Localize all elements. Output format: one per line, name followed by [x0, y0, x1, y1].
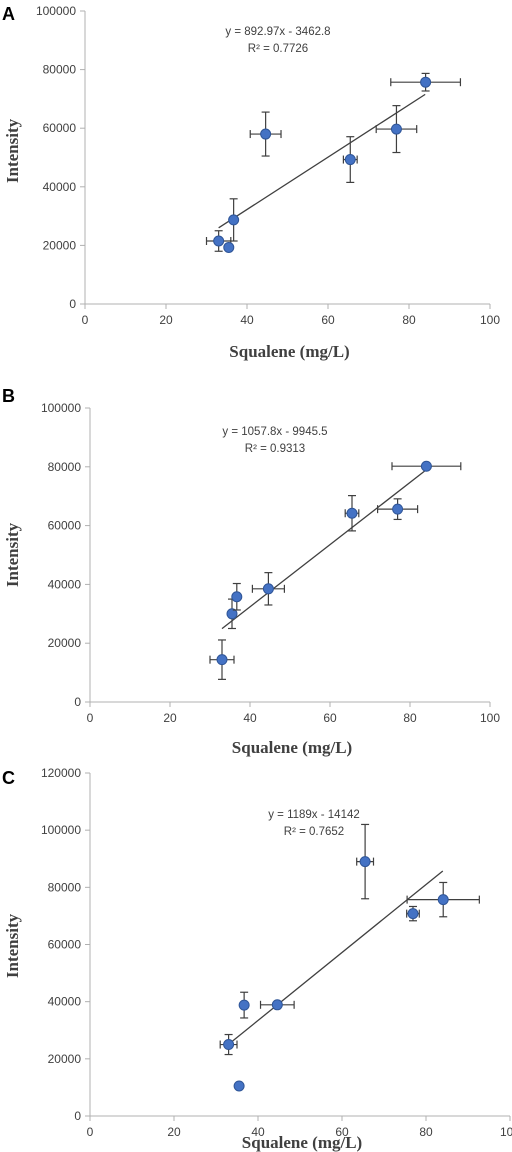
- data-point-7: [391, 460, 462, 472]
- x-axis-title: Squalene (mg/L): [229, 342, 349, 361]
- x-tick-label: 0: [87, 1125, 94, 1139]
- data-point-3: [231, 582, 243, 611]
- data-marker: [216, 654, 228, 666]
- x-tick-label: 0: [82, 313, 89, 327]
- trendline: [221, 469, 427, 630]
- trendline: [228, 870, 444, 1045]
- data-point-1: [209, 639, 235, 680]
- trendline: [218, 93, 426, 229]
- data-point-2: [223, 241, 235, 253]
- x-tick-label: 80: [403, 711, 417, 725]
- y-tick-label: 20000: [48, 636, 82, 650]
- panel-letter: B: [2, 386, 15, 406]
- data-marker: [359, 856, 371, 868]
- r-squared-label: R² = 0.7726: [248, 43, 308, 55]
- panel-letter: A: [2, 4, 15, 24]
- y-tick-label: 80000: [43, 63, 77, 77]
- y-axis-title: Intensity: [3, 913, 22, 978]
- x-tick-label: 80: [419, 1125, 433, 1139]
- y-tick-label: 40000: [48, 995, 82, 1009]
- data-point-3: [228, 198, 240, 242]
- trendline-equation: y = 1057.8x - 9945.5: [222, 426, 327, 438]
- data-marker: [420, 460, 432, 472]
- y-tick-label: 0: [69, 297, 76, 311]
- data-marker: [262, 583, 274, 595]
- data-point-6: [377, 498, 419, 521]
- x-tick-label: 60: [323, 711, 337, 725]
- data-marker: [346, 507, 358, 519]
- y-axis-title: Intensity: [3, 522, 22, 587]
- data-point-6: [375, 105, 418, 154]
- data-point-6: [406, 905, 420, 922]
- x-axis-title: Squalene (mg/L): [242, 1133, 362, 1152]
- chart-panel-c: 0 20 40 60 80 100 0 20000 40000 60000 80000 100000 1…: [2, 766, 512, 1152]
- y-tick-label: 80000: [48, 460, 82, 474]
- data-marker: [228, 214, 240, 226]
- data-marker: [226, 608, 238, 620]
- y-tick-label: 120000: [41, 766, 81, 780]
- x-axis-title: Squalene (mg/L): [232, 738, 352, 757]
- data-marker: [271, 999, 283, 1011]
- y-tick-label: 20000: [48, 1052, 82, 1066]
- y-tick-label: 60000: [43, 121, 77, 135]
- x-tick-label: 40: [243, 711, 257, 725]
- x-tick-label: 100: [480, 711, 500, 725]
- x-tick-label: 60: [321, 313, 335, 327]
- data-point-7: [406, 881, 480, 918]
- y-tick-label: 100000: [41, 823, 81, 837]
- data-point-5: [344, 495, 360, 532]
- data-marker: [390, 123, 402, 135]
- data-marker: [231, 591, 243, 603]
- data-marker: [420, 76, 432, 88]
- data-marker: [344, 154, 356, 166]
- x-tick-label: 40: [251, 1125, 265, 1139]
- panel-letter: C: [2, 768, 15, 788]
- data-marker: [213, 235, 225, 247]
- data-point-5: [342, 136, 358, 184]
- chart-panel-a: 0 20 40 60 80 100 0 20000 40000 60000 80000 100000 S…: [2, 4, 500, 361]
- x-tick-label: 100: [480, 313, 500, 327]
- trendline-equation: y = 1189x - 14142: [268, 809, 360, 821]
- r-squared-label: R² = 0.7652: [284, 826, 344, 838]
- y-axis-title: Intensity: [3, 118, 22, 183]
- x-tick-label: 60: [335, 1125, 349, 1139]
- y-tick-label: 60000: [48, 938, 82, 952]
- x-tick-label: 20: [163, 711, 177, 725]
- data-point-4: [259, 999, 295, 1011]
- x-tick-label: 20: [159, 313, 173, 327]
- data-marker: [233, 1080, 245, 1092]
- data-point-1: [219, 1033, 238, 1056]
- y-tick-label: 40000: [43, 180, 77, 194]
- data-point-4: [249, 111, 282, 157]
- data-marker: [223, 1039, 235, 1051]
- data-point-5: [356, 823, 375, 900]
- y-tick-label: 60000: [48, 519, 82, 533]
- y-tick-label: 80000: [48, 880, 82, 894]
- chart-panel-b: 0 20 40 60 80 100 0 20000 40000 60000 80000 100000 S…: [2, 386, 500, 757]
- y-tick-label: 100000: [36, 4, 76, 18]
- x-tick-label: 80: [402, 313, 416, 327]
- y-tick-label: 40000: [48, 577, 82, 591]
- data-marker: [407, 908, 419, 920]
- r-squared-label: R² = 0.9313: [245, 443, 305, 455]
- y-tick-label: 0: [74, 695, 81, 709]
- x-tick-label: 40: [240, 313, 254, 327]
- data-marker: [392, 503, 404, 515]
- data-marker: [260, 128, 272, 140]
- x-tick-label: 0: [87, 711, 94, 725]
- data-point-2: [233, 1080, 245, 1092]
- y-tick-label: 20000: [43, 238, 77, 252]
- data-marker: [223, 241, 235, 253]
- data-point-4: [251, 572, 285, 606]
- y-tick-label: 0: [74, 1109, 81, 1123]
- trendline-equation: y = 892.97x - 3462.8: [225, 26, 330, 38]
- y-tick-label: 100000: [41, 401, 81, 415]
- data-marker: [437, 894, 449, 906]
- data-point-7: [390, 72, 462, 92]
- x-tick-label: 100: [500, 1125, 512, 1139]
- x-tick-label: 20: [167, 1125, 181, 1139]
- data-point-3: [238, 991, 250, 1019]
- data-marker: [238, 999, 250, 1011]
